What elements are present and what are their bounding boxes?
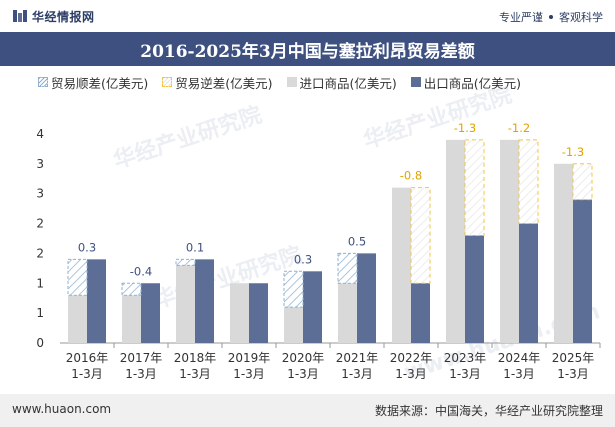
x-tick-label: 2024年 bbox=[498, 351, 541, 365]
import-bar bbox=[338, 283, 357, 343]
legend-item-surplus[interactable]: 贸易顺差(亿美元) bbox=[38, 73, 148, 92]
y-tick-label: 3 bbox=[36, 157, 44, 171]
top-bar: 华经情报网 专业严谨 客观科学 bbox=[0, 0, 615, 32]
footer-source: 数据来源：中国海关，华经产业研究院整理 bbox=[374, 404, 603, 418]
import-bar bbox=[68, 295, 87, 343]
export-bar bbox=[195, 259, 214, 343]
footer: www.huaon.com 数据来源：中国海关，华经产业研究院整理 bbox=[0, 394, 615, 427]
y-tick-label: 2 bbox=[36, 217, 44, 231]
x-tick-label: 2023年 bbox=[444, 351, 487, 365]
y-tick-label: 0 bbox=[36, 336, 44, 350]
x-tick-label: 2022年 bbox=[390, 351, 433, 365]
balance-data-label: -0.8 bbox=[400, 169, 422, 183]
x-tick-label: 1-3月 bbox=[71, 367, 103, 381]
x-tick-label: 2018年 bbox=[174, 351, 217, 365]
legend-label-import: 进口商品(亿美元) bbox=[299, 75, 397, 91]
tagline-separator-dot bbox=[549, 15, 553, 19]
tagline: 专业严谨 客观科学 bbox=[499, 9, 603, 25]
legend-label-surplus: 贸易顺差(亿美元) bbox=[51, 75, 149, 91]
export-bar bbox=[303, 271, 322, 343]
legend-item-import[interactable]: 进口商品(亿美元) bbox=[286, 73, 397, 92]
export-bar bbox=[411, 283, 430, 343]
y-tick-label: 2 bbox=[36, 246, 44, 260]
tagline-right: 客观科学 bbox=[559, 11, 603, 24]
x-tick-label: 2020年 bbox=[282, 351, 325, 365]
y-tick-label: 3 bbox=[36, 187, 44, 201]
brand-logo[interactable]: 华经情报网 bbox=[12, 8, 95, 24]
export-bar bbox=[87, 259, 106, 343]
x-tick-label: 2019年 bbox=[228, 351, 271, 365]
import-bar bbox=[122, 295, 141, 343]
deficit-segment bbox=[410, 187, 431, 284]
legend-swatch-export bbox=[410, 77, 421, 87]
legend-item-export[interactable]: 出口商品(亿美元) bbox=[410, 73, 522, 92]
x-tick-label: 1-3月 bbox=[179, 367, 211, 381]
balance-data-label: -1.3 bbox=[562, 145, 584, 159]
x-tick-label: 2025年 bbox=[552, 351, 595, 365]
legend-swatch-import bbox=[286, 77, 297, 87]
surplus-segment bbox=[283, 270, 304, 308]
y-tick-label: 1 bbox=[36, 306, 44, 320]
x-tick-label: 2017年 bbox=[120, 351, 163, 365]
chart-legend: 贸易顺差(亿美元) 贸易逆差(亿美元) 进口商品(亿美元) 出口商品(亿美元) bbox=[38, 73, 535, 91]
x-tick-label: 1-3月 bbox=[557, 367, 589, 381]
x-tick-label: 1-3月 bbox=[287, 367, 319, 381]
y-tick-label: 1 bbox=[36, 276, 44, 290]
export-bar bbox=[141, 283, 160, 343]
footer-website[interactable]: www.huaon.com bbox=[12, 402, 112, 416]
balance-data-label: 0.3 bbox=[294, 252, 312, 266]
export-bar bbox=[465, 235, 484, 343]
export-bar bbox=[249, 283, 268, 343]
import-bar bbox=[500, 139, 519, 343]
tagline-left: 专业严谨 bbox=[499, 11, 543, 24]
chart-title-bar: 2016-2025年3月中国与塞拉利昂贸易差额 bbox=[0, 32, 615, 66]
y-tick-label: 4 bbox=[36, 127, 44, 141]
balance-data-label: 0.1 bbox=[186, 240, 204, 254]
balance-data-label: -0.4 bbox=[130, 264, 152, 278]
brand-logo-icon bbox=[13, 10, 27, 22]
export-bar bbox=[519, 223, 538, 343]
balance-data-label: 0.5 bbox=[348, 234, 366, 248]
chart-title: 2016-2025年3月中国与塞拉利昂贸易差额 bbox=[140, 41, 475, 62]
balance-data-label: 0.3 bbox=[78, 240, 96, 254]
x-tick-label: 1-3月 bbox=[233, 367, 265, 381]
export-bar bbox=[357, 253, 376, 343]
x-tick-label: 1-3月 bbox=[503, 367, 535, 381]
x-tick-label: 2016年 bbox=[66, 351, 109, 365]
surplus-segment bbox=[121, 282, 142, 296]
legend-swatch-deficit bbox=[162, 77, 173, 87]
surplus-segment bbox=[175, 258, 196, 266]
x-tick-label: 1-3月 bbox=[341, 367, 373, 381]
legend-item-deficit[interactable]: 贸易逆差(亿美元) bbox=[162, 73, 273, 92]
x-tick-label: 1-3月 bbox=[395, 367, 427, 381]
balance-data-label: -1.2 bbox=[508, 121, 530, 135]
deficit-segment bbox=[464, 139, 485, 236]
legend-swatch-surplus bbox=[38, 77, 48, 87]
chart-plot: 0 1 1 2 2 3 3 4 0.3 2016年 1-3月 -0.4 2017年 1-3月 0.1 2018… bbox=[36, 121, 601, 381]
deficit-segment bbox=[518, 139, 539, 225]
deficit-segment bbox=[572, 163, 593, 201]
import-bar bbox=[176, 265, 195, 343]
import-bar bbox=[392, 187, 411, 343]
x-tick-label: 2021年 bbox=[336, 351, 379, 365]
import-bar bbox=[554, 163, 573, 343]
legend-label-deficit: 贸易逆差(亿美元) bbox=[175, 75, 273, 91]
brand-name: 华经情报网 bbox=[32, 9, 95, 24]
import-bar bbox=[446, 139, 465, 343]
legend-label-export: 出口商品(亿美元) bbox=[423, 75, 522, 91]
import-bar bbox=[230, 283, 249, 343]
export-bar bbox=[573, 199, 592, 343]
surplus-segment bbox=[337, 252, 358, 284]
balance-data-label: -1.3 bbox=[454, 121, 476, 135]
surplus-segment bbox=[67, 258, 88, 296]
x-tick-label: 1-3月 bbox=[449, 367, 481, 381]
x-tick-label: 1-3月 bbox=[125, 367, 157, 381]
import-bar bbox=[284, 307, 303, 343]
